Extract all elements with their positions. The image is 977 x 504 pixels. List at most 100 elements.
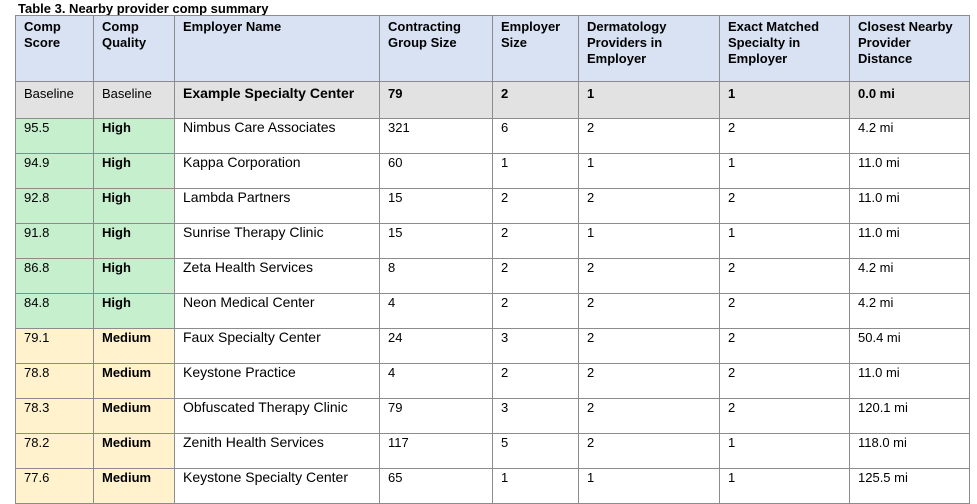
cell-comp-score: 84.8	[15, 293, 94, 329]
table-row: 78.2 Medium Zenith Health Services 117 5 2 1 11…	[15, 433, 970, 469]
cell-employer-name: Obfuscated Therapy Clinic	[174, 398, 380, 434]
cell-comp-score: 77.6	[15, 468, 94, 504]
cell-comp-score: 78.2	[15, 433, 94, 469]
cell-contracting-group-size: 15	[379, 188, 493, 224]
cell-comp-score: Baseline	[15, 81, 94, 119]
cell-employer-size: 2	[492, 293, 579, 329]
cell-closest-distance: 4.2 mi	[849, 118, 970, 154]
col-header-dermatology-providers: Dermatology Providers in Employer	[578, 15, 720, 82]
cell-dermatology-providers: 2	[578, 433, 720, 469]
cell-exact-matched-specialty: 2	[719, 328, 850, 364]
table-header: Comp Score Comp Quality Employer Name Co…	[15, 15, 970, 82]
cell-employer-name: Zeta Health Services	[174, 258, 380, 294]
cell-exact-matched-specialty: 1	[719, 468, 850, 504]
col-header-employer-size: Employer Size	[492, 15, 579, 82]
cell-employer-size: 2	[492, 81, 579, 119]
cell-employer-name: Keystone Specialty Center	[174, 468, 380, 504]
table-caption: Table 3. Nearby provider comp summary	[18, 1, 269, 16]
cell-exact-matched-specialty: 2	[719, 118, 850, 154]
cell-employer-name: Zenith Health Services	[174, 433, 380, 469]
cell-employer-size: 2	[492, 223, 579, 259]
cell-comp-score: 94.9	[15, 153, 94, 189]
cell-closest-distance: 11.0 mi	[849, 223, 970, 259]
col-header-contracting-group-size: Contracting Group Size	[379, 15, 493, 82]
cell-employer-size: 3	[492, 328, 579, 364]
table-row: 95.5 High Nimbus Care Associates 321 6 2 2 4.2 …	[15, 118, 970, 154]
cell-employer-name: Keystone Practice	[174, 363, 380, 399]
table-row: 86.8 High Zeta Health Services 8 2 2 2 4.2 mi	[15, 258, 970, 294]
table-row: 84.8 High Neon Medical Center 4 2 2 2 4.2 mi	[15, 293, 970, 329]
cell-employer-size: 2	[492, 258, 579, 294]
cell-employer-size: 5	[492, 433, 579, 469]
col-header-comp-quality: Comp Quality	[93, 15, 175, 82]
cell-closest-distance: 120.1 mi	[849, 398, 970, 434]
cell-contracting-group-size: 79	[379, 81, 493, 119]
cell-dermatology-providers: 2	[578, 118, 720, 154]
cell-contracting-group-size: 60	[379, 153, 493, 189]
provider-comp-table: Comp Score Comp Quality Employer Name Co…	[15, 15, 970, 504]
cell-contracting-group-size: 4	[379, 363, 493, 399]
cell-exact-matched-specialty: 2	[719, 363, 850, 399]
cell-comp-quality: High	[93, 118, 175, 154]
cell-exact-matched-specialty: 1	[719, 223, 850, 259]
cell-exact-matched-specialty: 2	[719, 188, 850, 224]
cell-exact-matched-specialty: 2	[719, 398, 850, 434]
col-header-closest-distance: Closest Nearby Provider Distance	[849, 15, 970, 82]
cell-exact-matched-specialty: 1	[719, 433, 850, 469]
cell-employer-name: Nimbus Care Associates	[174, 118, 380, 154]
cell-employer-size: 3	[492, 398, 579, 434]
cell-closest-distance: 11.0 mi	[849, 188, 970, 224]
cell-employer-size: 6	[492, 118, 579, 154]
cell-contracting-group-size: 15	[379, 223, 493, 259]
cell-dermatology-providers: 1	[578, 153, 720, 189]
cell-employer-name: Example Specialty Center	[174, 81, 380, 119]
cell-comp-quality: High	[93, 188, 175, 224]
cell-exact-matched-specialty: 2	[719, 258, 850, 294]
cell-closest-distance: 125.5 mi	[849, 468, 970, 504]
table-row: 78.8 Medium Keystone Practice 4 2 2 2 11.0 mi	[15, 363, 970, 399]
cell-contracting-group-size: 321	[379, 118, 493, 154]
table-body: Baseline Baseline Example Specialty Center…	[15, 81, 970, 504]
cell-contracting-group-size: 8	[379, 258, 493, 294]
cell-comp-quality: Medium	[93, 328, 175, 364]
cell-employer-name: Neon Medical Center	[174, 293, 380, 329]
cell-closest-distance: 118.0 mi	[849, 433, 970, 469]
cell-dermatology-providers: 2	[578, 328, 720, 364]
cell-comp-quality: Medium	[93, 433, 175, 469]
cell-closest-distance: 50.4 mi	[849, 328, 970, 364]
cell-comp-quality: High	[93, 258, 175, 294]
cell-employer-size: 2	[492, 188, 579, 224]
cell-contracting-group-size: 4	[379, 293, 493, 329]
cell-comp-score: 95.5	[15, 118, 94, 154]
cell-dermatology-providers: 2	[578, 363, 720, 399]
cell-dermatology-providers: 1	[578, 81, 720, 119]
cell-comp-quality: High	[93, 293, 175, 329]
cell-comp-score: 92.8	[15, 188, 94, 224]
header-row: Comp Score Comp Quality Employer Name Co…	[15, 15, 970, 82]
col-header-employer-name: Employer Name	[174, 15, 380, 82]
cell-closest-distance: 11.0 mi	[849, 153, 970, 189]
cell-contracting-group-size: 24	[379, 328, 493, 364]
cell-comp-quality: Medium	[93, 468, 175, 504]
table-row: 79.1 Medium Faux Specialty Center 24 3 2 2 50.4…	[15, 328, 970, 364]
cell-dermatology-providers: 2	[578, 188, 720, 224]
cell-comp-quality: High	[93, 223, 175, 259]
cell-employer-size: 1	[492, 468, 579, 504]
cell-dermatology-providers: 2	[578, 258, 720, 294]
baseline-row: Baseline Baseline Example Specialty Center…	[15, 81, 970, 119]
cell-employer-name: Sunrise Therapy Clinic	[174, 223, 380, 259]
cell-closest-distance: 0.0 mi	[849, 81, 970, 119]
cell-dermatology-providers: 2	[578, 398, 720, 434]
col-header-comp-score: Comp Score	[15, 15, 94, 82]
cell-employer-name: Faux Specialty Center	[174, 328, 380, 364]
cell-comp-score: 79.1	[15, 328, 94, 364]
cell-exact-matched-specialty: 2	[719, 293, 850, 329]
cell-contracting-group-size: 79	[379, 398, 493, 434]
table-row: 92.8 High Lambda Partners 15 2 2 2 11.0 mi	[15, 188, 970, 224]
cell-contracting-group-size: 117	[379, 433, 493, 469]
table-row: 77.6 Medium Keystone Specialty Center 65 1 1 1…	[15, 468, 970, 504]
cell-closest-distance: 4.2 mi	[849, 258, 970, 294]
table-row: 91.8 High Sunrise Therapy Clinic 15 2 1 1 11.0 …	[15, 223, 970, 259]
table-row: 78.3 Medium Obfuscated Therapy Clinic 79 3 2 2…	[15, 398, 970, 434]
cell-employer-size: 1	[492, 153, 579, 189]
